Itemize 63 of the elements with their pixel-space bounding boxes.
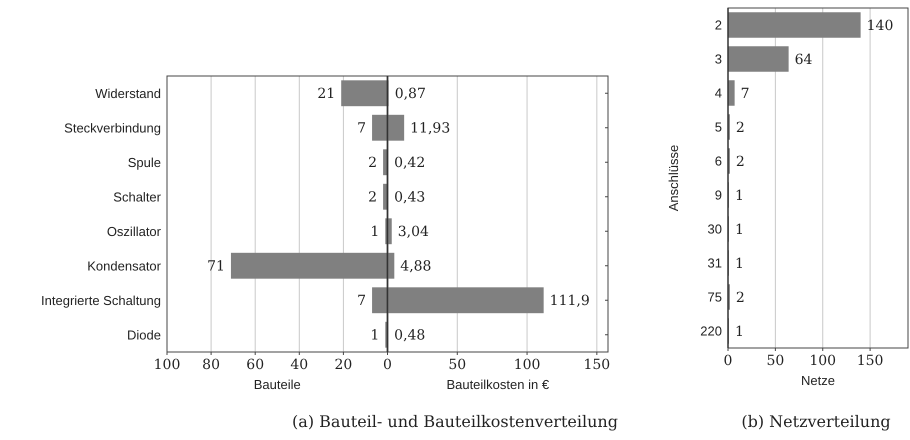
x-tick-label: 150 <box>856 353 884 369</box>
y-tick-label: 31 <box>708 256 722 271</box>
data-label: 2 <box>736 154 745 170</box>
x-axis-title: Bauteile <box>254 377 301 392</box>
x-tick-label: 0 <box>724 353 732 369</box>
data-label: 1 <box>370 224 380 240</box>
y-tick-label: 6 <box>714 154 722 169</box>
y-tick-label: Diode <box>127 327 161 342</box>
y-tick-label: 9 <box>714 188 722 203</box>
x-tick-label: 100 <box>809 353 836 369</box>
y-tick-label: Oszillator <box>106 224 162 239</box>
data-label: 2 <box>736 120 745 136</box>
x-tick-label: 80 <box>202 357 220 373</box>
y-tick-label: 75 <box>708 290 722 305</box>
data-label: 64 <box>794 52 813 68</box>
data-label: 140 <box>866 18 894 34</box>
x-axis-title: Netze <box>801 373 835 388</box>
data-label: 7 <box>740 86 750 102</box>
data-label: 0,87 <box>394 86 426 102</box>
x-tick-label: 40 <box>290 357 308 373</box>
x-tick-label: 150 <box>583 357 610 373</box>
x-tick-label: 0 <box>383 357 392 373</box>
y-tick-label: Spule <box>128 154 161 170</box>
y-axis-title: Anschlüsse <box>666 144 681 212</box>
data-label: 1 <box>734 188 744 204</box>
x-axis-title: Bauteilkosten in € <box>446 377 550 392</box>
data-label: 2 <box>368 190 378 206</box>
x-tick-label: 20 <box>334 357 352 373</box>
data-label: 11,93 <box>410 120 450 137</box>
data-label: 1 <box>734 324 744 340</box>
y-tick-label: Schalter <box>113 189 162 204</box>
y-tick-label: 3 <box>714 52 722 67</box>
text: (a) Bauteil- und Bauteilkostenverteilung <box>292 412 618 431</box>
y-tick-label: 30 <box>708 222 722 237</box>
y-tick-label: 4 <box>714 86 722 101</box>
y-tick-label: Kondensator <box>87 258 162 274</box>
text: (b) Netzverteilung <box>741 412 891 431</box>
data-label: 71 <box>207 258 225 275</box>
y-tick-label: Steckverbindung <box>64 120 161 136</box>
x-tick-label: 100 <box>514 357 540 373</box>
x-tick-label: 100 <box>154 357 180 373</box>
x-tick-label: 50 <box>766 353 784 369</box>
x-tick-label: 50 <box>448 357 466 373</box>
y-tick-label: Widerstand <box>95 86 161 101</box>
y-tick-label: 220 <box>700 324 722 339</box>
data-label: 0,43 <box>394 190 426 206</box>
data-label: 1 <box>734 256 744 272</box>
data-label: 0,48 <box>394 328 426 344</box>
y-tick-label: 5 <box>714 120 722 135</box>
data-label: 1 <box>734 222 744 238</box>
data-label: 0,42 <box>394 155 426 172</box>
data-label: 4,88 <box>400 258 432 275</box>
data-label: 21 <box>317 86 336 102</box>
data-label: 3,04 <box>398 224 430 240</box>
y-tick-label: 2 <box>714 18 722 33</box>
data-label: 1 <box>370 328 380 344</box>
y-tick-label: Integrierte Schaltung <box>41 292 161 308</box>
data-label: 2 <box>368 155 378 172</box>
data-label: 2 <box>736 290 745 306</box>
data-label: 7 <box>357 120 366 137</box>
x-tick-label: 60 <box>246 357 264 373</box>
data-label: 7 <box>357 293 366 310</box>
data-label: 111,9 <box>550 293 590 310</box>
